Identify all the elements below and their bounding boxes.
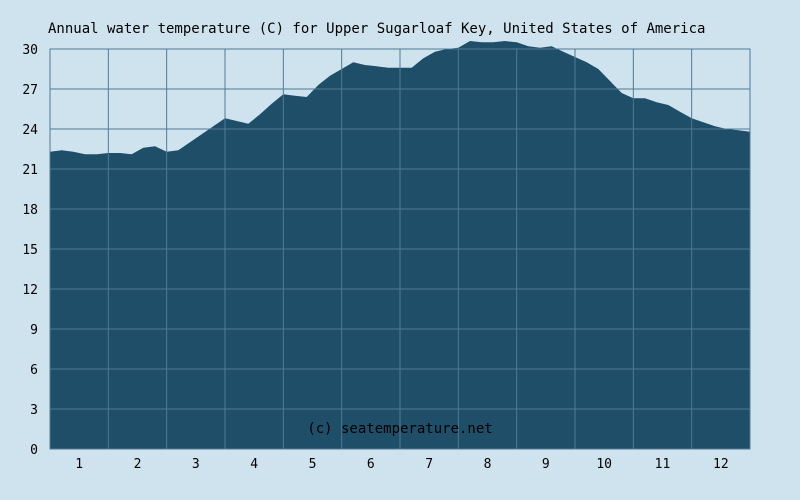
x-tick-label: 1 <box>75 457 83 472</box>
x-tick-label: 10 <box>596 457 612 472</box>
y-tick-label: 21 <box>22 163 38 178</box>
y-tick-label: 30 <box>22 43 38 58</box>
y-tick-label: 27 <box>22 83 38 98</box>
y-tick-label: 15 <box>22 243 38 258</box>
y-tick-label: 24 <box>22 123 38 138</box>
y-tick-label: 9 <box>30 323 38 338</box>
x-tick-label: 8 <box>484 457 492 472</box>
x-tick-label: 12 <box>713 457 729 472</box>
y-tick-label: 12 <box>22 283 38 298</box>
copyright-credit: (c) seatemperature.net <box>307 421 492 437</box>
y-tick-label: 0 <box>30 443 38 458</box>
y-tick-label: 3 <box>30 403 38 418</box>
x-tick-label: 6 <box>367 457 375 472</box>
x-tick-label: 3 <box>192 457 200 472</box>
x-tick-label: 9 <box>542 457 550 472</box>
chart-title: Annual water temperature (C) for Upper S… <box>48 21 705 37</box>
x-tick-label: 11 <box>655 457 671 472</box>
x-tick-label: 7 <box>425 457 433 472</box>
x-tick-label: 2 <box>134 457 142 472</box>
y-tick-label: 6 <box>30 363 38 378</box>
x-tick-label: 5 <box>309 457 317 472</box>
plot-border <box>49 48 751 450</box>
y-tick-label: 18 <box>22 203 38 218</box>
x-tick-label: 4 <box>250 457 258 472</box>
